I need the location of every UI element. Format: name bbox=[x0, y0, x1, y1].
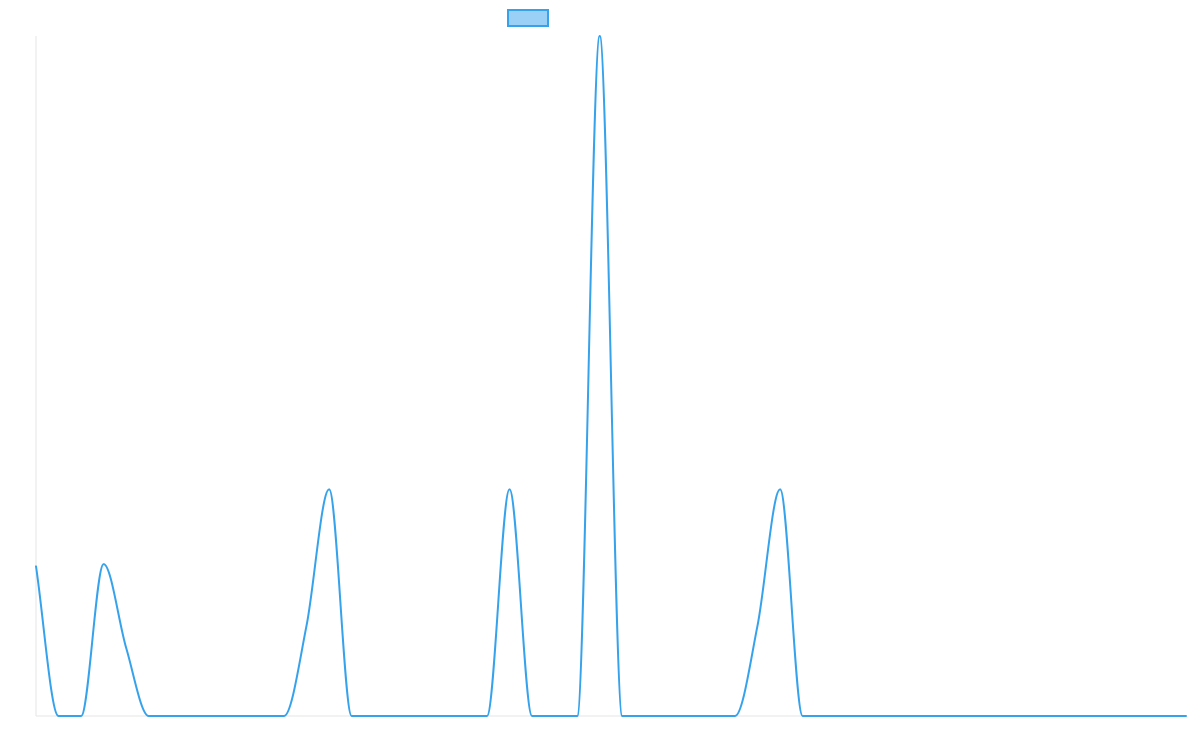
series-line bbox=[35, 35, 1187, 717]
series-layer bbox=[35, 35, 1187, 717]
legend-item[interactable] bbox=[507, 9, 549, 27]
legend bbox=[507, 9, 549, 27]
legend-swatch bbox=[507, 9, 549, 27]
